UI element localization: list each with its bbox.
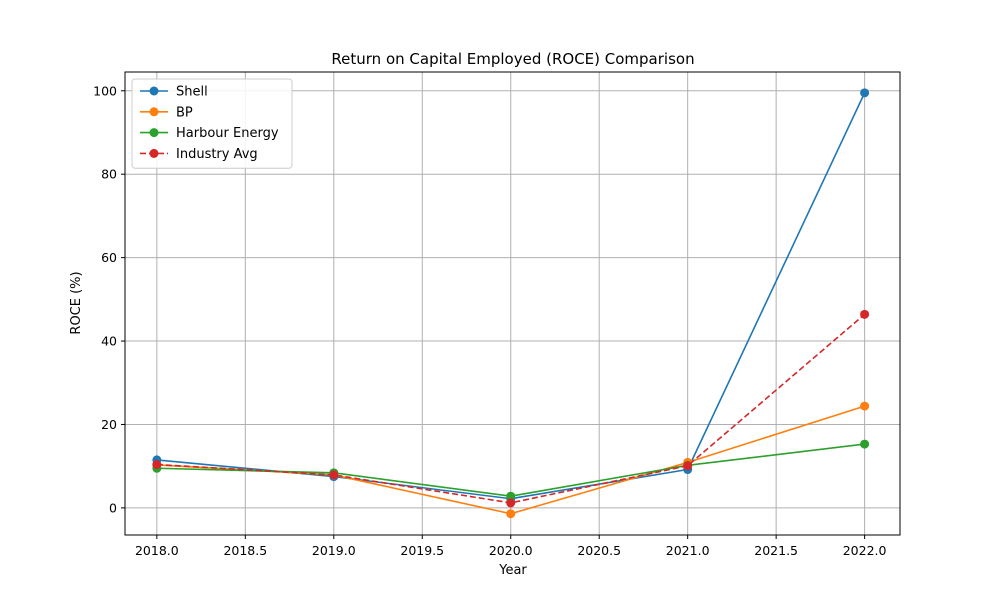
y-tick-label: 0 — [109, 500, 117, 515]
legend-marker — [149, 107, 159, 117]
x-tick-label: 2019.0 — [312, 543, 356, 558]
legend-box — [131, 78, 293, 169]
y-tick-label: 40 — [101, 334, 117, 349]
x-axis-ticks: 2018.0 2018.5 2019.0 2019.5 2020.0 2020.5 2021… — [135, 535, 887, 558]
data-point — [860, 88, 870, 98]
x-axis-label: Year — [498, 563, 527, 578]
x-tick-label: 2019.5 — [400, 543, 444, 558]
data-point — [329, 470, 339, 480]
legend-label: Industry Avg — [176, 147, 258, 162]
legend-marker — [149, 128, 159, 138]
data-point — [506, 491, 516, 501]
x-tick-label: 2020.0 — [489, 543, 533, 558]
legend-marker — [149, 86, 159, 96]
plot-area-frame — [124, 71, 901, 536]
y-tick-label: 20 — [101, 417, 117, 432]
y-tick-label: 80 — [101, 167, 117, 182]
data-point — [152, 460, 162, 470]
grid-lines — [125, 72, 900, 535]
data-point — [506, 498, 516, 508]
legend-marker — [149, 148, 159, 158]
legend: Shell BP Harbour Energy Industry Avg — [131, 78, 293, 169]
data-point — [860, 309, 870, 319]
x-tick-label: 2018.0 — [135, 543, 179, 558]
x-tick-label: 2021.5 — [754, 543, 798, 558]
y-tick-label: 100 — [93, 83, 117, 98]
x-tick-label: 2018.5 — [223, 543, 267, 558]
data-point — [860, 401, 870, 411]
series-layer — [152, 88, 870, 519]
data-point — [683, 461, 693, 471]
series-industry-avg — [152, 309, 870, 508]
x-tick-label: 2020.5 — [577, 543, 621, 558]
data-point — [506, 509, 516, 519]
legend-label: BP — [176, 105, 193, 120]
y-axis-ticks: 0 20 40 60 80 100 — [93, 83, 125, 515]
x-tick-label: 2022.0 — [843, 543, 887, 558]
legend-label: Harbour Energy — [176, 126, 279, 141]
legend-label: Shell — [176, 85, 208, 100]
y-tick-label: 60 — [101, 250, 117, 265]
x-tick-label: 2021.0 — [666, 543, 710, 558]
data-point — [860, 439, 870, 449]
chart-title: Return on Capital Employed (ROCE) Compar… — [331, 50, 694, 68]
y-axis-label: ROCE (%) — [69, 271, 84, 334]
